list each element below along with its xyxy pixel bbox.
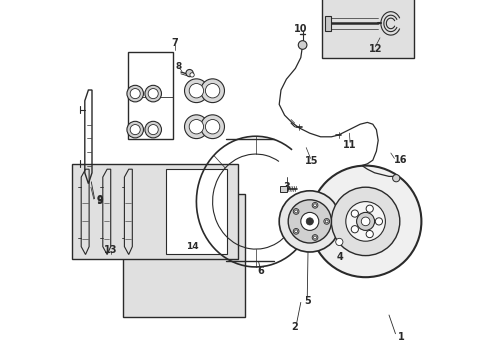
Text: 2: 2 [291,321,298,332]
Text: 16: 16 [394,155,407,165]
Circle shape [130,89,140,99]
Text: 7: 7 [172,38,178,48]
Bar [322,0,414,58]
Circle shape [127,85,144,102]
Circle shape [351,210,358,217]
Circle shape [185,115,208,139]
Circle shape [148,125,158,135]
Circle shape [306,218,314,225]
Circle shape [279,191,341,252]
Text: 9: 9 [97,195,103,205]
Circle shape [294,230,297,233]
Text: 9: 9 [97,195,103,206]
Text: 1: 1 [398,332,405,342]
Text: 8: 8 [176,62,182,71]
Circle shape [205,120,220,134]
Text: 11: 11 [343,140,357,150]
Circle shape [314,204,317,207]
Circle shape [298,41,307,49]
Circle shape [189,120,204,134]
Circle shape [310,166,421,277]
Text: 10: 10 [294,24,308,34]
Circle shape [190,73,194,77]
Circle shape [201,79,224,103]
Circle shape [312,202,318,208]
Circle shape [201,115,224,139]
Bar [166,169,227,254]
Bar [72,164,238,259]
Text: 14: 14 [187,242,199,251]
Circle shape [294,210,297,213]
Circle shape [336,238,343,246]
Circle shape [331,187,400,256]
Circle shape [351,226,358,233]
Circle shape [185,79,208,103]
Circle shape [130,125,140,135]
Circle shape [361,217,370,226]
Circle shape [205,84,220,98]
Circle shape [392,175,400,182]
Circle shape [366,230,373,238]
Circle shape [312,235,318,240]
Bar [122,194,245,317]
Circle shape [324,219,330,224]
Circle shape [325,220,328,223]
Text: 13: 13 [104,245,118,255]
Circle shape [186,69,193,77]
Text: 5: 5 [304,296,311,306]
Text: 6: 6 [257,266,264,276]
Circle shape [293,208,299,214]
Circle shape [189,84,204,98]
Text: 15: 15 [305,156,318,166]
Circle shape [145,121,162,138]
Circle shape [127,121,144,138]
Bar [280,186,288,192]
Circle shape [357,212,374,230]
Circle shape [301,212,319,230]
Circle shape [293,229,299,234]
Circle shape [145,85,162,102]
Circle shape [148,89,158,99]
Circle shape [288,200,331,243]
Circle shape [346,202,386,241]
Text: 3: 3 [283,182,290,192]
Circle shape [314,236,317,239]
Text: 12: 12 [368,44,382,54]
Circle shape [375,218,383,225]
Bar [325,16,331,31]
Circle shape [366,205,373,212]
Text: 4: 4 [337,252,344,262]
